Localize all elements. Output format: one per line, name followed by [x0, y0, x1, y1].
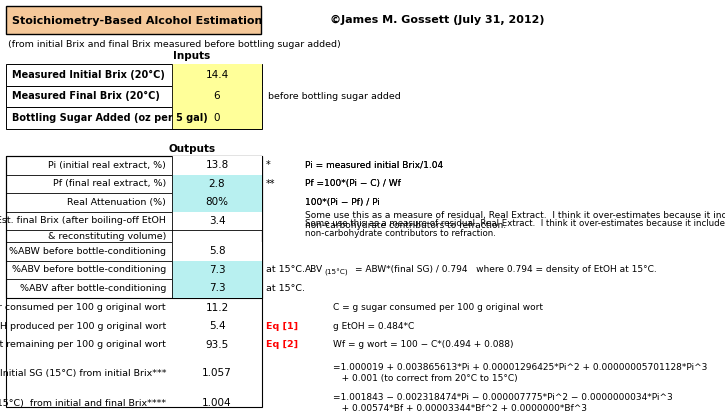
- Text: (15°C): (15°C): [325, 269, 348, 276]
- Text: Inputs: Inputs: [173, 51, 211, 61]
- Bar: [172, 107, 262, 129]
- Text: Wf = g wort = 100 − C*(0.494 + 0.088): Wf = g wort = 100 − C*(0.494 + 0.088): [333, 340, 513, 349]
- Text: 6: 6: [214, 91, 220, 101]
- Text: 3.4: 3.4: [209, 216, 225, 226]
- Bar: [172, 86, 262, 107]
- Bar: [172, 279, 262, 297]
- Bar: [172, 156, 262, 174]
- Text: 93.5: 93.5: [205, 339, 228, 349]
- Text: Outputs: Outputs: [168, 144, 215, 154]
- Text: ABV: ABV: [305, 265, 323, 274]
- Text: Stoichiometry-Based Alcohol Estimation: Stoichiometry-Based Alcohol Estimation: [12, 15, 262, 25]
- Text: (from initial Brix and final Brix measured before bottling sugar added): (from initial Brix and final Brix measur…: [8, 40, 341, 49]
- Text: 5.8: 5.8: [209, 246, 225, 256]
- Text: Some use this as a measure of residual, Real Extract.  I think it over-estimates: Some use this as a measure of residual, …: [305, 219, 725, 238]
- Text: %ABV after bottle-conditioning: %ABV after bottle-conditioning: [20, 284, 166, 293]
- Text: 0: 0: [214, 113, 220, 123]
- Bar: [172, 64, 262, 86]
- Text: Est. final Brix (after boiling-off EtOH: Est. final Brix (after boiling-off EtOH: [0, 216, 166, 225]
- Text: 80%: 80%: [205, 197, 228, 207]
- Bar: [172, 242, 262, 260]
- Text: at 15°C.: at 15°C.: [266, 284, 305, 293]
- Text: Some use this as a measure of residual, Real Extract.  I think it over-estimates: Some use this as a measure of residual, …: [305, 211, 725, 230]
- Text: Bottling Sugar Added (oz per 5 gal): Bottling Sugar Added (oz per 5 gal): [12, 113, 208, 123]
- Text: 13.8: 13.8: [205, 160, 228, 170]
- Text: *: *: [266, 160, 270, 170]
- Text: 1.057: 1.057: [202, 368, 232, 378]
- Text: %ABW before bottle-conditioning: %ABW before bottle-conditioning: [9, 247, 166, 256]
- Text: 14.4: 14.4: [205, 70, 228, 80]
- Text: Initial SG (15°C) from initial Brix***: Initial SG (15°C) from initial Brix***: [0, 369, 166, 378]
- Text: ©James M. Gossett (July 31, 2012): ©James M. Gossett (July 31, 2012): [330, 15, 544, 25]
- Text: %ABV before bottle-conditioning: %ABV before bottle-conditioning: [12, 265, 166, 274]
- Text: Pf (final real extract, %): Pf (final real extract, %): [53, 179, 166, 188]
- Text: Pf =100*(Pi − C) / Wf: Pf =100*(Pi − C) / Wf: [305, 179, 401, 188]
- Bar: [6, 64, 262, 86]
- Text: **: **: [266, 179, 276, 189]
- Text: C = g sugar consumed per 100 g original wort: C = g sugar consumed per 100 g original …: [333, 303, 543, 312]
- Bar: [6, 107, 262, 129]
- Bar: [172, 193, 262, 211]
- Text: Pf =100*(Pi − C) / Wf: Pf =100*(Pi − C) / Wf: [305, 179, 401, 188]
- Bar: [6, 156, 262, 407]
- Text: Real Attenuation (%): Real Attenuation (%): [67, 198, 166, 207]
- Text: 100*(Pi − Pf) / Pi: 100*(Pi − Pf) / Pi: [305, 198, 380, 207]
- Text: g EtOH = 0.484*C: g EtOH = 0.484*C: [333, 322, 414, 331]
- Text: Measured Initial Brix (20°C): Measured Initial Brix (20°C): [12, 70, 165, 80]
- Text: Measured Final Brix (20°C): Measured Final Brix (20°C): [12, 91, 160, 101]
- Text: g sugar consumed per 100 g original wort: g sugar consumed per 100 g original wort: [0, 303, 166, 312]
- Text: Eq [1]: Eq [1]: [266, 322, 298, 331]
- Text: 100*(Pi − Pf) / Pi: 100*(Pi − Pf) / Pi: [305, 198, 380, 207]
- Bar: [6, 86, 262, 107]
- Text: g wort remaining per 100 g original wort: g wort remaining per 100 g original wort: [0, 340, 166, 349]
- Text: 5.4: 5.4: [209, 321, 225, 331]
- Text: Pi = measured initial Brix/1.04: Pi = measured initial Brix/1.04: [305, 161, 443, 170]
- Bar: [172, 260, 262, 279]
- Text: Pi (initial real extract, %): Pi (initial real extract, %): [48, 161, 166, 170]
- Text: at 15°C.: at 15°C.: [266, 265, 305, 274]
- Text: 2.8: 2.8: [209, 179, 225, 189]
- Text: Eq [2]: Eq [2]: [266, 340, 298, 349]
- Text: & reconstituting volume): & reconstituting volume): [41, 232, 166, 240]
- Text: = ABW*(final SG) / 0.794   where 0.794 = density of EtOH at 15°C.: = ABW*(final SG) / 0.794 where 0.794 = d…: [355, 265, 657, 274]
- Text: =1.001843 − 0.002318474*Pi − 0.000007775*Pi^2 − 0.0000000034*Pi^3
   + 0.00574*B: =1.001843 − 0.002318474*Pi − 0.000007775…: [333, 393, 673, 413]
- Bar: [6, 156, 262, 297]
- Bar: [6, 6, 261, 34]
- Bar: [172, 174, 262, 193]
- Text: =1.000019 + 0.003865613*Pi + 0.00001296425*Pi^2 + 0.00000005701128*Pi^3
   + 0.0: =1.000019 + 0.003865613*Pi + 0.000012964…: [333, 363, 708, 383]
- Text: 11.2: 11.2: [205, 302, 228, 312]
- Text: 1.004: 1.004: [202, 398, 232, 408]
- Bar: [172, 211, 262, 230]
- Text: g EtOH produced per 100 g original wort: g EtOH produced per 100 g original wort: [0, 322, 166, 331]
- Text: 7.3: 7.3: [209, 283, 225, 293]
- Text: before bottling sugar added: before bottling sugar added: [268, 92, 401, 101]
- Text: 7.3: 7.3: [209, 265, 225, 275]
- Text: Final SG (15°C)  from initial and final Brix****: Final SG (15°C) from initial and final B…: [0, 399, 166, 408]
- Text: Pi = measured initial Brix/1.04: Pi = measured initial Brix/1.04: [305, 161, 443, 170]
